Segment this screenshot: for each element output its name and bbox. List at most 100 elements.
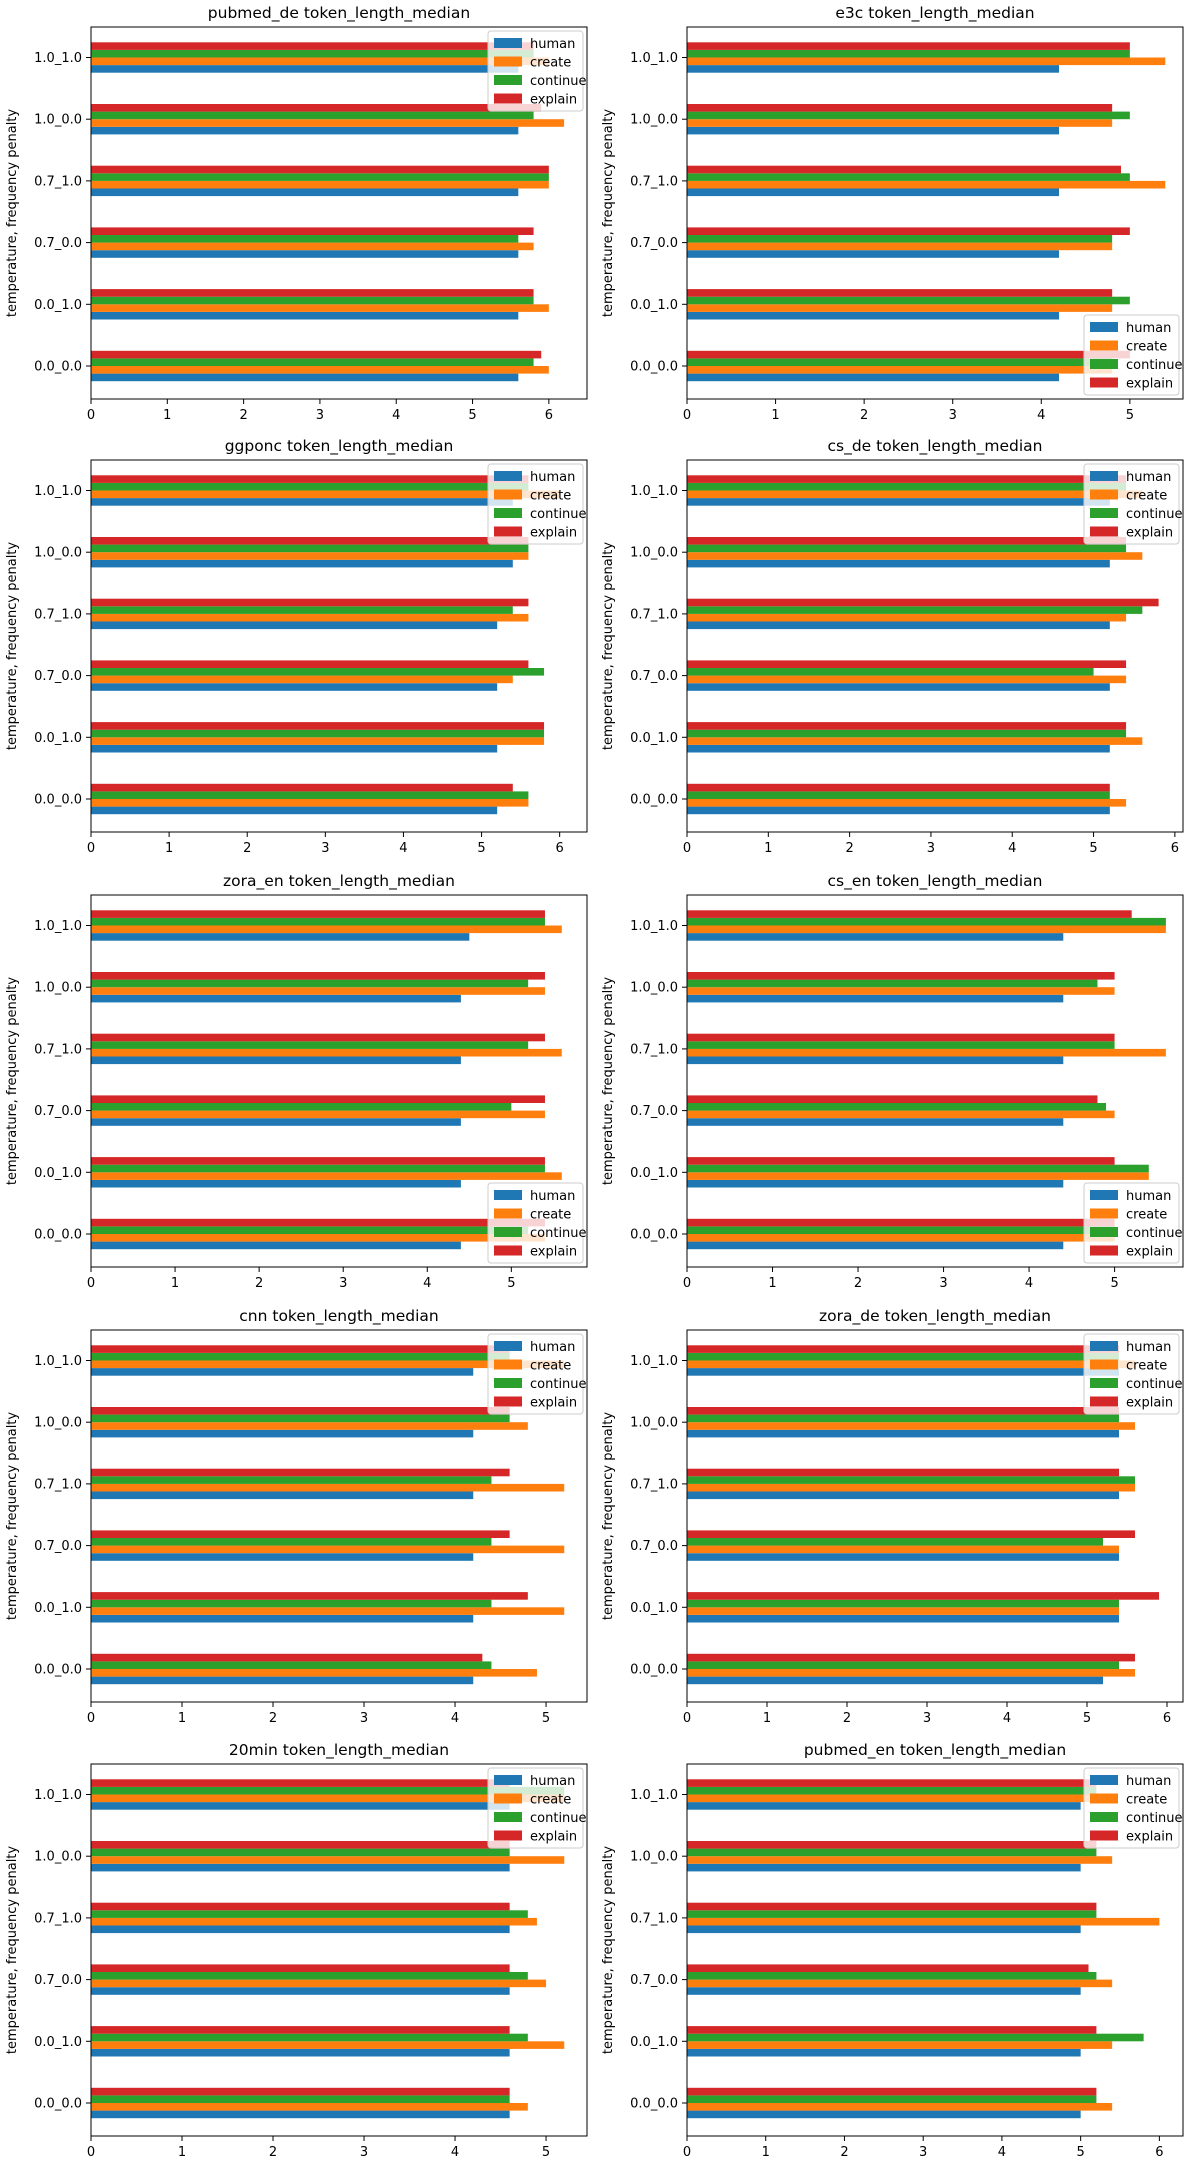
- bar-human-0.7_0.0: [687, 683, 1110, 691]
- legend-label-human: human: [1126, 1774, 1171, 1789]
- axes-frame: [90, 26, 588, 400]
- chart-title: ggponc token_length_median: [225, 437, 454, 456]
- bar-human-1.0_0.0: [687, 126, 1059, 135]
- legend-label-explain: explain: [1126, 526, 1173, 541]
- bar-create-0.7_1.0: [687, 1048, 1166, 1057]
- bar-create-0.0_0.0: [687, 1234, 1115, 1242]
- bar-create-1.0_1.0: [687, 1360, 1135, 1369]
- y-tick-label: 0.0_0.0: [34, 1228, 82, 1243]
- chart-panel-4: 0.0_0.0 0.0_1.0 0.7_0.0 0.7_1.0 1.0_0.0 1.0_1…: [5, 872, 588, 1291]
- legend-label-human: human: [1126, 321, 1171, 336]
- legend-swatch-create: [1090, 489, 1118, 500]
- x-tick-label: 2: [269, 1711, 277, 1726]
- legend-swatch-continue: [494, 508, 522, 518]
- chart-panel-5: 0.0_0.0 0.0_1.0 0.7_0.0 0.7_1.0 1.0_0.0 1.0_1…: [601, 872, 1184, 1291]
- x-tick-label: 5: [1089, 841, 1097, 856]
- bar-continue-0.0_0.0: [687, 791, 1110, 799]
- y-tick-label: 0.0_0.0: [34, 1663, 82, 1678]
- legend-box: [1083, 1182, 1180, 1264]
- bar-create-0.0_1.0: [687, 304, 1113, 312]
- legend-swatch-create: [494, 1208, 522, 1219]
- bar-create-0.7_1.0: [91, 1048, 562, 1057]
- x-tick-label: 5: [1083, 1711, 1091, 1726]
- y-tick-label: 0.0_0.0: [630, 1228, 678, 1243]
- legend: human create continue explain: [487, 463, 587, 545]
- x-tick-label: 1: [165, 841, 173, 856]
- bar-create-1.0_0.0: [91, 1422, 528, 1430]
- bar-create-1.0_0.0: [91, 1856, 565, 1864]
- legend-label-create: create: [1126, 1208, 1167, 1223]
- x-tick-label: 3: [949, 408, 957, 423]
- x-tick-label: 5: [1077, 2145, 1085, 2160]
- bar-continue-0.7_0.0: [687, 1103, 1107, 1111]
- bar-explain-1.0_0.0: [91, 1407, 510, 1415]
- bar-create-0.7_1.0: [687, 1483, 1135, 1492]
- y-axis-label: temperature, frequency penalty: [601, 542, 616, 750]
- x-tick-label: 4: [1003, 1711, 1011, 1726]
- legend-swatch-create: [1090, 1359, 1118, 1370]
- bar-continue-0.0_1.0: [687, 296, 1130, 305]
- bar-explain-0.0_0.0: [91, 1653, 483, 1662]
- legend-box: [487, 1333, 584, 1415]
- bar-create-0.7_1.0: [687, 1917, 1160, 1926]
- bar-create-1.0_0.0: [91, 119, 565, 127]
- bar-create-0.0_0.0: [687, 366, 1113, 374]
- bar-explain-0.0_0.0: [91, 2087, 510, 2096]
- bar-explain-0.0_0.0: [687, 1218, 1115, 1227]
- legend-label-continue: continue: [530, 1811, 587, 1826]
- bar-create-0.7_0.0: [687, 1979, 1113, 1988]
- bar-explain-0.0_0.0: [687, 1653, 1135, 1662]
- bar-create-0.0_1.0: [687, 1607, 1119, 1615]
- bar-explain-0.0_1.0: [687, 1157, 1115, 1165]
- legend-label-create: create: [1126, 489, 1167, 504]
- bar-explain-0.0_1.0: [91, 289, 534, 297]
- bar-create-0.0_0.0: [687, 1669, 1135, 1677]
- y-tick-label: 1.0_1.0: [630, 919, 678, 934]
- bar-create-1.0_0.0: [687, 552, 1143, 560]
- bar-create-0.0_0.0: [91, 1669, 537, 1677]
- x-tick-label: 3: [923, 1711, 931, 1726]
- x-tick-label: 1: [771, 408, 779, 423]
- bar-continue-1.0_1.0: [91, 482, 529, 491]
- bar-human-0.7_1.0: [687, 1491, 1119, 1500]
- bar-explain-0.7_0.0: [91, 227, 534, 235]
- bar-create-1.0_0.0: [687, 987, 1115, 995]
- x-tick-label: 4: [1025, 1276, 1033, 1291]
- legend-label-explain: explain: [530, 93, 577, 108]
- bar-continue-0.7_0.0: [687, 1972, 1097, 1980]
- legend: human create continue explain: [487, 30, 587, 112]
- legend-box: [1083, 314, 1180, 396]
- x-tick-label: 2: [255, 1276, 263, 1291]
- bar-explain-0.0_0.0: [687, 783, 1110, 792]
- x-tick-label: 0: [87, 1711, 95, 1726]
- legend-swatch-human: [494, 1190, 522, 1200]
- bar-explain-0.7_1.0: [91, 1468, 510, 1477]
- bar-explain-0.7_0.0: [687, 1530, 1135, 1538]
- bar-explain-0.7_1.0: [687, 165, 1121, 174]
- legend-label-human: human: [1126, 1340, 1171, 1355]
- legend-label-explain: explain: [530, 526, 577, 541]
- y-tick-label: 0.7_1.0: [630, 1911, 678, 1926]
- bar-explain-0.7_0.0: [687, 1095, 1098, 1103]
- bar-continue-0.7_0.0: [91, 1103, 512, 1111]
- bar-continue-1.0_0.0: [91, 979, 529, 988]
- bar-human-0.7_1.0: [687, 188, 1059, 197]
- bar-create-0.0_0.0: [687, 2103, 1113, 2111]
- legend-swatch-explain: [1090, 1396, 1118, 1407]
- legend-label-human: human: [530, 1340, 575, 1355]
- bar-continue-1.0_0.0: [91, 111, 534, 120]
- bar-continue-1.0_1.0: [91, 1352, 510, 1361]
- legend-label-continue: continue: [530, 1377, 587, 1392]
- legend-label-explain: explain: [1126, 377, 1173, 392]
- x-tick-label: 4: [998, 2145, 1006, 2160]
- y-tick-label: 1.0_0.0: [34, 546, 82, 561]
- y-tick-label: 0.7_1.0: [34, 1477, 82, 1492]
- chart-panel-7: 0.0_0.0 0.0_1.0 0.7_0.0 0.7_1.0 1.0_0.0 1.0_1…: [601, 1307, 1184, 1726]
- bar-continue-0.0_0.0: [91, 2095, 510, 2103]
- y-tick-label: 0.7_1.0: [630, 1042, 678, 1057]
- legend-swatch-continue: [1090, 1378, 1118, 1388]
- legend: human create continue explain: [487, 1333, 587, 1415]
- bar-human-0.0_0.0: [91, 373, 519, 382]
- bar-create-1.0_0.0: [687, 1422, 1135, 1430]
- bar-create-0.0_0.0: [91, 799, 529, 807]
